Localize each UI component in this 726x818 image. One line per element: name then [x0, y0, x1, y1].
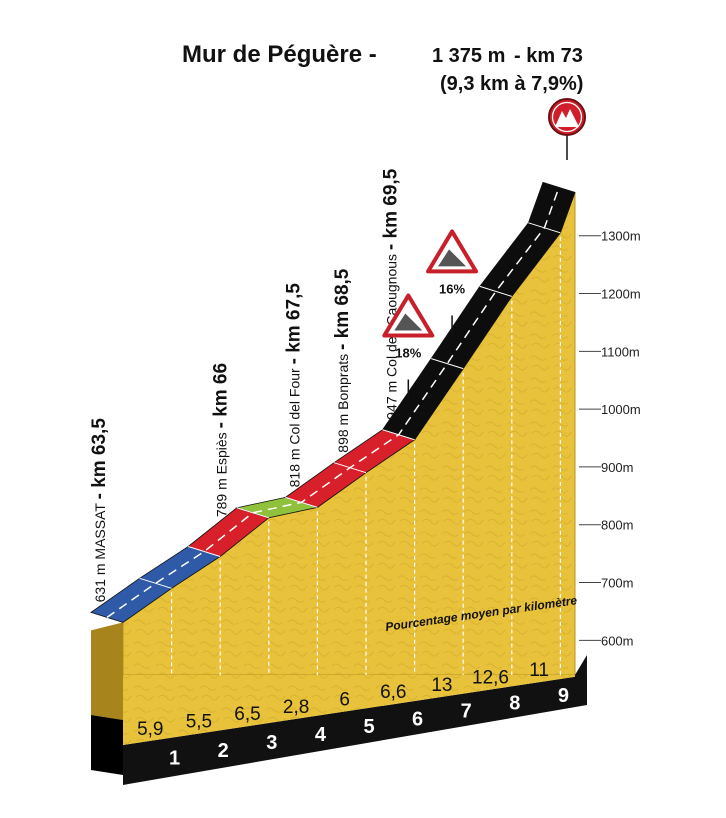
grade-sign-label: 16%: [439, 281, 465, 296]
steep-grade-warning-icon: 18%: [382, 293, 435, 402]
waypoint-text: 818 m Col del Four - km 67,5: [283, 283, 304, 488]
km-percentage-label: 5,9: [137, 719, 163, 740]
waypoint-name: Bonprats: [335, 350, 351, 410]
chart-header: Mur de Péguère - 1 375 m - km 73 (9,3 km…: [182, 41, 583, 95]
km-marker-label: 1: [169, 748, 180, 770]
road-km-separator: [236, 507, 269, 519]
waypoint-altitude: 789 m: [214, 474, 230, 517]
road-km-separator: [139, 577, 172, 589]
base-side: [91, 715, 123, 775]
waypoint-text: 631 m MASSAT - km 63,5: [89, 418, 110, 603]
mountain-summit-icon: [548, 98, 586, 136]
waypoint-km: - km 68,5: [332, 268, 353, 350]
grade-sign-mountain: [438, 249, 467, 267]
chart-subtitle: (9,3 km à 7,9%): [440, 73, 583, 95]
road-km-separator: [333, 462, 367, 474]
grade-sign-label: 18%: [395, 346, 421, 361]
summit-km: - km 73: [514, 45, 583, 67]
waypoint-text: 898 m Bonprats - km 68,5: [332, 268, 353, 453]
grade-sign-triangle: [382, 293, 435, 338]
waypoint-text: 947 m Col des Caougnous - km 69,5: [381, 168, 402, 419]
km-percentage-label: 12,6: [472, 668, 509, 689]
base-terrain-relief: [123, 675, 587, 745]
waypoint-label: 898 m Bonprats - km 68,5: [332, 268, 353, 453]
road-km-separator: [479, 285, 512, 297]
waypoint-label: 789 m Espiès - km 66: [211, 363, 232, 517]
grade-sign-mountain: [394, 313, 423, 331]
waypoint-name: MASSAT: [92, 499, 108, 559]
km-marker-label: 9: [558, 685, 569, 707]
summit-icon-group: [548, 98, 586, 160]
road-segment: [381, 181, 576, 441]
y-tick-label: 1300m: [601, 229, 641, 244]
km-marker-label: 4: [315, 724, 327, 746]
waypoint-label: 947 m Col des Caougnous - km 69,5: [381, 168, 402, 419]
road-km-separator: [382, 429, 415, 441]
km-marker-label: 5: [363, 716, 374, 738]
waypoint-label: 818 m Col del Four - km 67,5: [283, 283, 304, 488]
km-marker-label: 8: [509, 693, 520, 715]
steep-grade-warning-icon: 16%: [426, 229, 479, 338]
km-percentage-label: 6: [339, 690, 350, 711]
km-marker-label: 6: [412, 708, 423, 730]
grade-sign-triangle: [426, 229, 479, 274]
km-marker-label: 2: [218, 740, 229, 762]
waypoint-name: Col del Four: [286, 364, 302, 444]
y-tick-label: 1200m: [601, 287, 641, 302]
km-percentage-label: 5,5: [186, 712, 212, 733]
waypoint-altitude: 947 m: [384, 377, 400, 420]
road-km-separator: [528, 222, 561, 234]
y-tick-label: 1100m: [601, 344, 640, 359]
km-marker-label: 7: [461, 701, 472, 723]
base-end-cap: [574, 655, 587, 705]
road-km-separator: [431, 358, 464, 370]
terrain-side-face: [91, 622, 123, 720]
waypoint-altitude: 631 m: [92, 560, 108, 603]
km-percentage-label: 6,6: [380, 682, 406, 703]
terrain-relief: [123, 192, 575, 675]
km-percentage-label: 2,8: [283, 697, 309, 718]
chart-title: Mur de Péguère -: [182, 41, 377, 68]
waypoint-altitude: 898 m: [335, 410, 351, 453]
km-percentage-label: 11: [529, 660, 549, 681]
summit-altitude: 1 375 m: [432, 45, 505, 67]
waypoint-name: Espiès: [214, 428, 230, 474]
y-tick-label: 700m: [601, 576, 634, 591]
waypoint-altitude: 818 m: [286, 445, 302, 488]
y-tick-label: 1000m: [601, 402, 641, 417]
waypoint-km: - km 67,5: [283, 283, 304, 365]
waypoint-text: 789 m Espiès - km 66: [211, 363, 232, 517]
waypoint-km: - km 63,5: [89, 418, 110, 500]
y-tick-label: 900m: [601, 460, 634, 475]
km-marker-label: 3: [266, 732, 277, 754]
waypoint-km: - km 66: [211, 363, 232, 428]
y-tick-label: 600m: [601, 633, 634, 648]
waypoint-km: - km 69,5: [381, 168, 402, 250]
road-km-separator: [285, 496, 318, 508]
road-km-separator: [188, 546, 221, 557]
km-percentage-label: 6,5: [234, 704, 260, 725]
waypoint-label: 631 m MASSAT - km 63,5: [89, 418, 110, 603]
base-band: [123, 675, 587, 785]
waypoint-name: Col des Caougnous: [384, 250, 400, 377]
km-percentage-label: 13: [431, 675, 452, 696]
y-tick-label: 800m: [601, 518, 634, 533]
